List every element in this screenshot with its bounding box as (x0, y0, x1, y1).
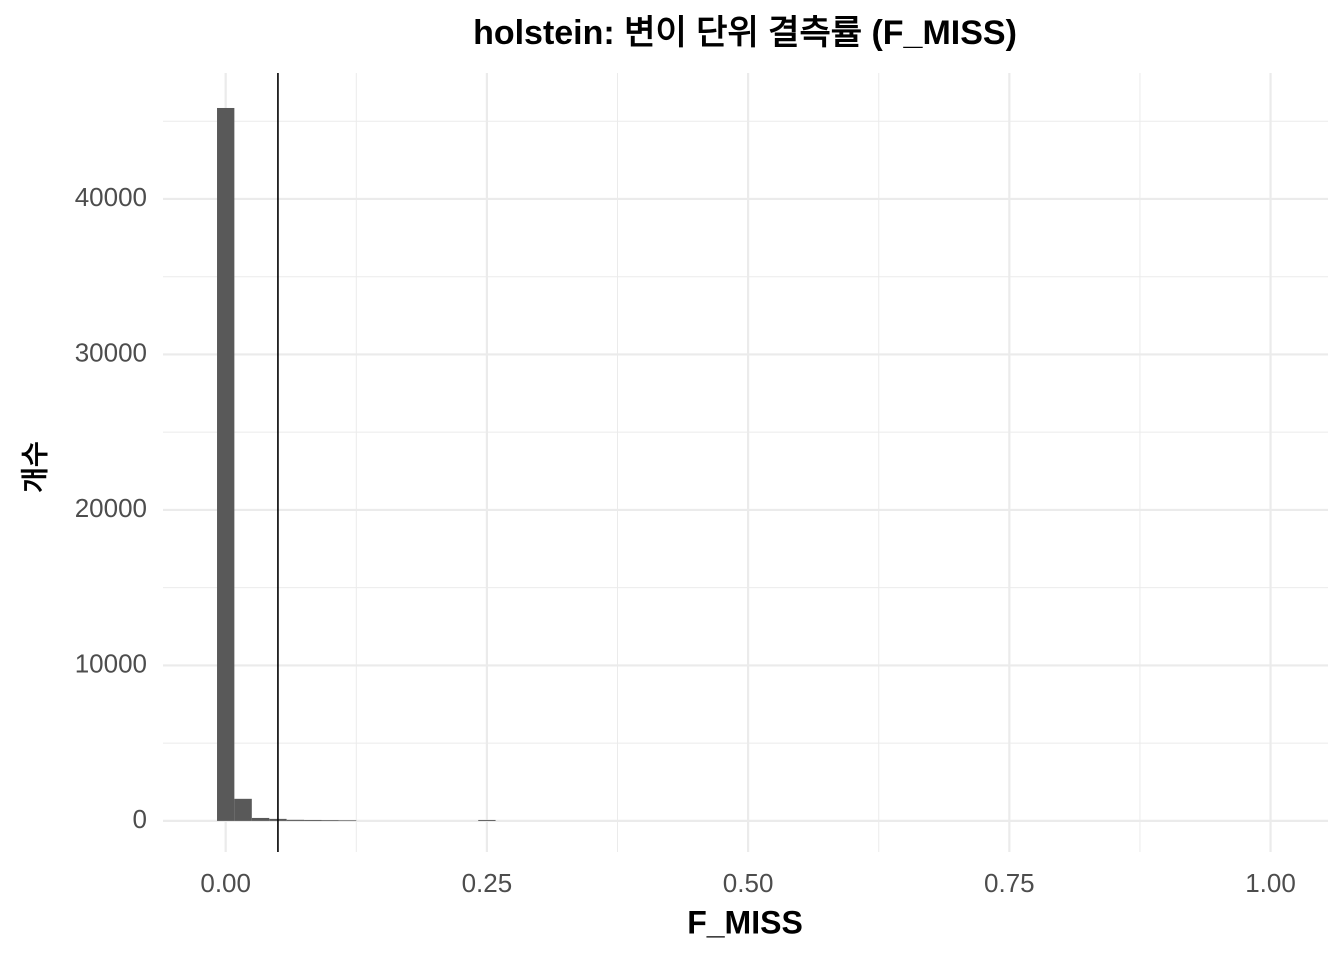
bar (286, 819, 305, 821)
y-tick-label: 30000 (75, 337, 147, 367)
bar (478, 819, 496, 821)
y-tick-label: 20000 (75, 493, 147, 523)
bar (304, 819, 322, 821)
y-tick-label: 40000 (75, 182, 147, 212)
x-tick-label: 0.25 (462, 868, 513, 898)
y-axis-label: 개수 (19, 441, 50, 493)
x-tick-label: 0.75 (984, 868, 1035, 898)
bar (217, 107, 235, 821)
y-tick-label: 0 (133, 804, 147, 834)
y-tick-label: 10000 (75, 648, 147, 678)
bar (338, 820, 357, 821)
chart-title: holstein: 변이 단위 결측률 (F_MISS) (473, 14, 1017, 52)
bar (321, 820, 339, 821)
bar (234, 798, 252, 821)
bar (251, 817, 270, 821)
x-tick-label: 0.50 (723, 868, 774, 898)
x-axis-label: F_MISS (687, 904, 803, 940)
x-tick-label: 1.00 (1245, 868, 1296, 898)
x-tick-label: 0.00 (200, 868, 251, 898)
